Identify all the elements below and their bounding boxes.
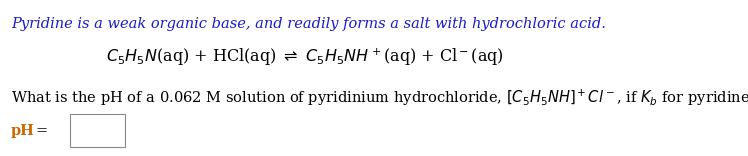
Text: pH: pH — [11, 124, 35, 138]
Text: Pyridine is a weak organic base, and readily forms a salt with hydrochloric acid: Pyridine is a weak organic base, and rea… — [11, 17, 606, 31]
Text: $\mathit{C}_5\mathit{H}_5\mathit{N}$(aq) + HCl(aq) $\rightleftharpoons$ $\mathit: $\mathit{C}_5\mathit{H}_5\mathit{N}$(aq)… — [106, 46, 504, 68]
Text: =: = — [35, 124, 47, 138]
FancyBboxPatch shape — [70, 114, 125, 147]
Text: What is the pH of a 0.062 M solution of pyridinium hydrochloride, $[\mathit{C}_5: What is the pH of a 0.062 M solution of … — [11, 86, 748, 108]
